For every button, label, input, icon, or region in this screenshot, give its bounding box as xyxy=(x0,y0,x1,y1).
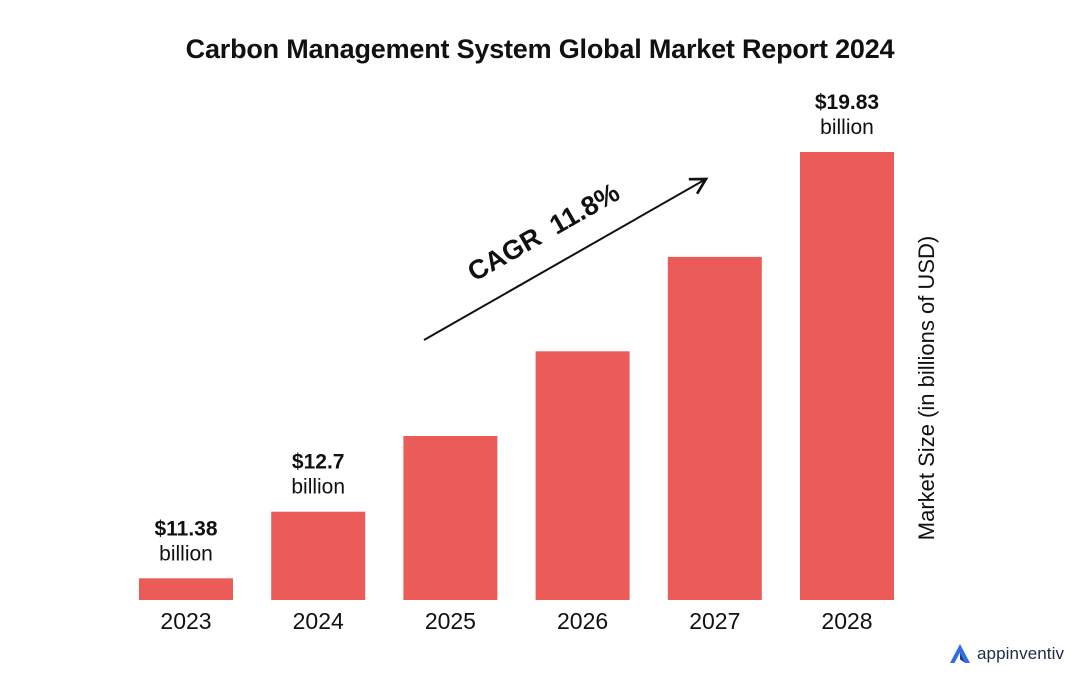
bar-2026 xyxy=(535,351,630,600)
x-tick-label-2028: 2028 xyxy=(821,608,872,634)
brand-name: appinventiv xyxy=(977,644,1065,663)
data-label-value-2028: $19.83 xyxy=(815,91,879,114)
x-tick-label-2024: 2024 xyxy=(293,608,344,634)
bar-2027 xyxy=(667,256,762,600)
chart-title: Carbon Management System Global Market R… xyxy=(185,34,895,64)
bar-2025 xyxy=(403,436,498,600)
data-label-unit-2028: billion xyxy=(820,116,874,139)
bar-2028 xyxy=(800,152,894,600)
bar-2023 xyxy=(139,578,233,600)
y-axis-label: Market Size (in billions of USD) xyxy=(914,236,939,540)
data-label-value-2024: $12.7 xyxy=(292,451,345,474)
x-tick-label-2027: 2027 xyxy=(689,608,740,634)
brand-logo: appinventiv xyxy=(948,640,1064,668)
x-tick-label-2025: 2025 xyxy=(425,608,476,634)
x-tick-label-2026: 2026 xyxy=(557,608,608,634)
data-label-value-2023: $11.38 xyxy=(154,517,217,540)
data-label-unit-2023: billion xyxy=(159,542,213,565)
cagr-arrow xyxy=(423,177,709,341)
bar-2024 xyxy=(271,511,366,600)
triangle-logo-icon xyxy=(950,644,970,663)
x-tick-label-2023: 2023 xyxy=(160,608,211,634)
data-label-unit-2024: billion xyxy=(291,476,345,499)
